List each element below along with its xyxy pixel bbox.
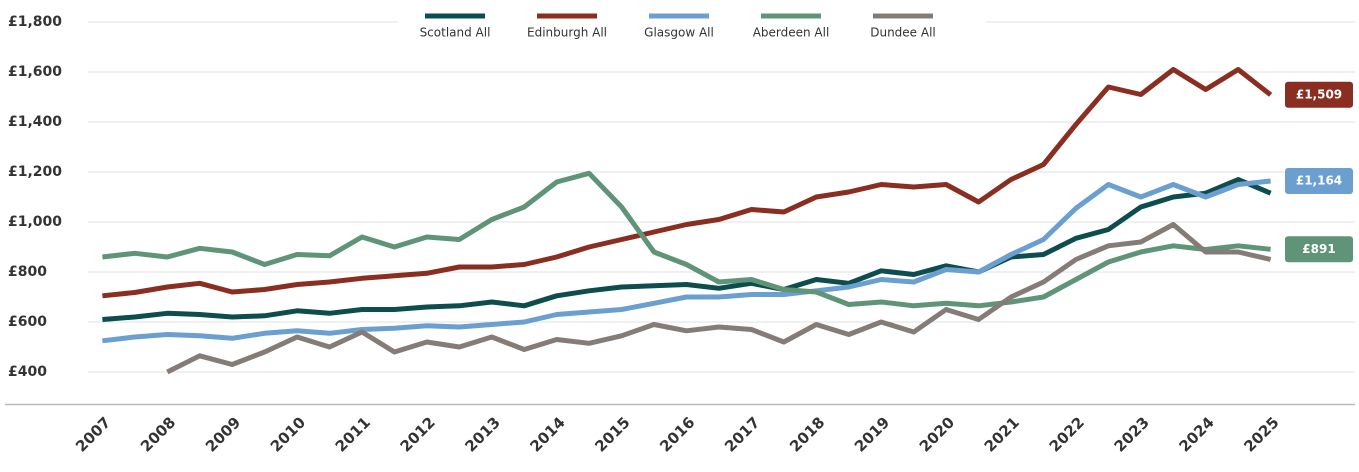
x-tick-label: 2020 <box>916 413 958 455</box>
x-tick-label: 2024 <box>1175 413 1217 455</box>
y-tick-label: £600 <box>8 314 47 330</box>
end-label: £1,164 <box>1285 168 1353 194</box>
y-tick-label: £1,600 <box>8 64 62 80</box>
series-line <box>102 177 1272 322</box>
y-tick-label: £1,400 <box>8 114 62 130</box>
series-line <box>102 178 1271 344</box>
x-tick-label: 2012 <box>397 413 439 455</box>
series-line <box>166 222 1272 375</box>
x-tick-label: 2023 <box>1111 413 1153 455</box>
end-label-text: £1,509 <box>1296 87 1342 101</box>
legend-label: Glasgow All <box>644 26 714 40</box>
end-label-box <box>1285 168 1353 194</box>
legend: Scotland All Edinburgh All Glasgow All Aber… <box>398 0 986 44</box>
x-tick-label: 2025 <box>1240 413 1282 455</box>
x-tick-label: 2013 <box>462 413 504 455</box>
end-label-text: £891 <box>1302 242 1335 256</box>
end-label-box <box>1285 236 1353 263</box>
x-tick-label: 2017 <box>721 413 763 455</box>
series-line <box>102 170 1271 309</box>
end-label: £891 <box>1285 236 1353 263</box>
x-tick-label: 2018 <box>786 413 828 455</box>
y-tick-label: £1,800 <box>8 14 62 30</box>
series-line <box>102 67 1273 299</box>
x-tick-label: 2019 <box>851 413 893 455</box>
end-label: £1,509 <box>1285 81 1353 108</box>
end-label-text: £1,164 <box>1296 174 1342 188</box>
x-tick-label: 2010 <box>267 413 309 455</box>
x-tick-label: 2011 <box>332 413 374 455</box>
x-tick-label: 2021 <box>981 413 1023 455</box>
legend-bg <box>398 0 986 44</box>
x-tick-label: 2008 <box>137 413 179 455</box>
end-label-box <box>1285 81 1353 108</box>
y-tick-label: £400 <box>8 364 47 380</box>
x-tick-label: 2016 <box>656 413 698 455</box>
legend-label: Dundee All <box>870 26 936 40</box>
legend-label: Aberdeen All <box>753 26 830 40</box>
x-tick-label: 2022 <box>1046 413 1088 455</box>
y-tick-label: £1,000 <box>8 214 62 230</box>
x-tick-label: 2015 <box>591 413 633 455</box>
legend-label: Edinburgh All <box>527 26 607 40</box>
x-tick-label: 2009 <box>202 413 244 455</box>
y-tick-label: £800 <box>8 264 47 280</box>
x-tick-label: 2014 <box>526 413 568 455</box>
x-tick-label: 2007 <box>72 413 114 455</box>
y-tick-label: £1,200 <box>8 164 62 180</box>
legend-label: Scotland All <box>420 26 491 40</box>
